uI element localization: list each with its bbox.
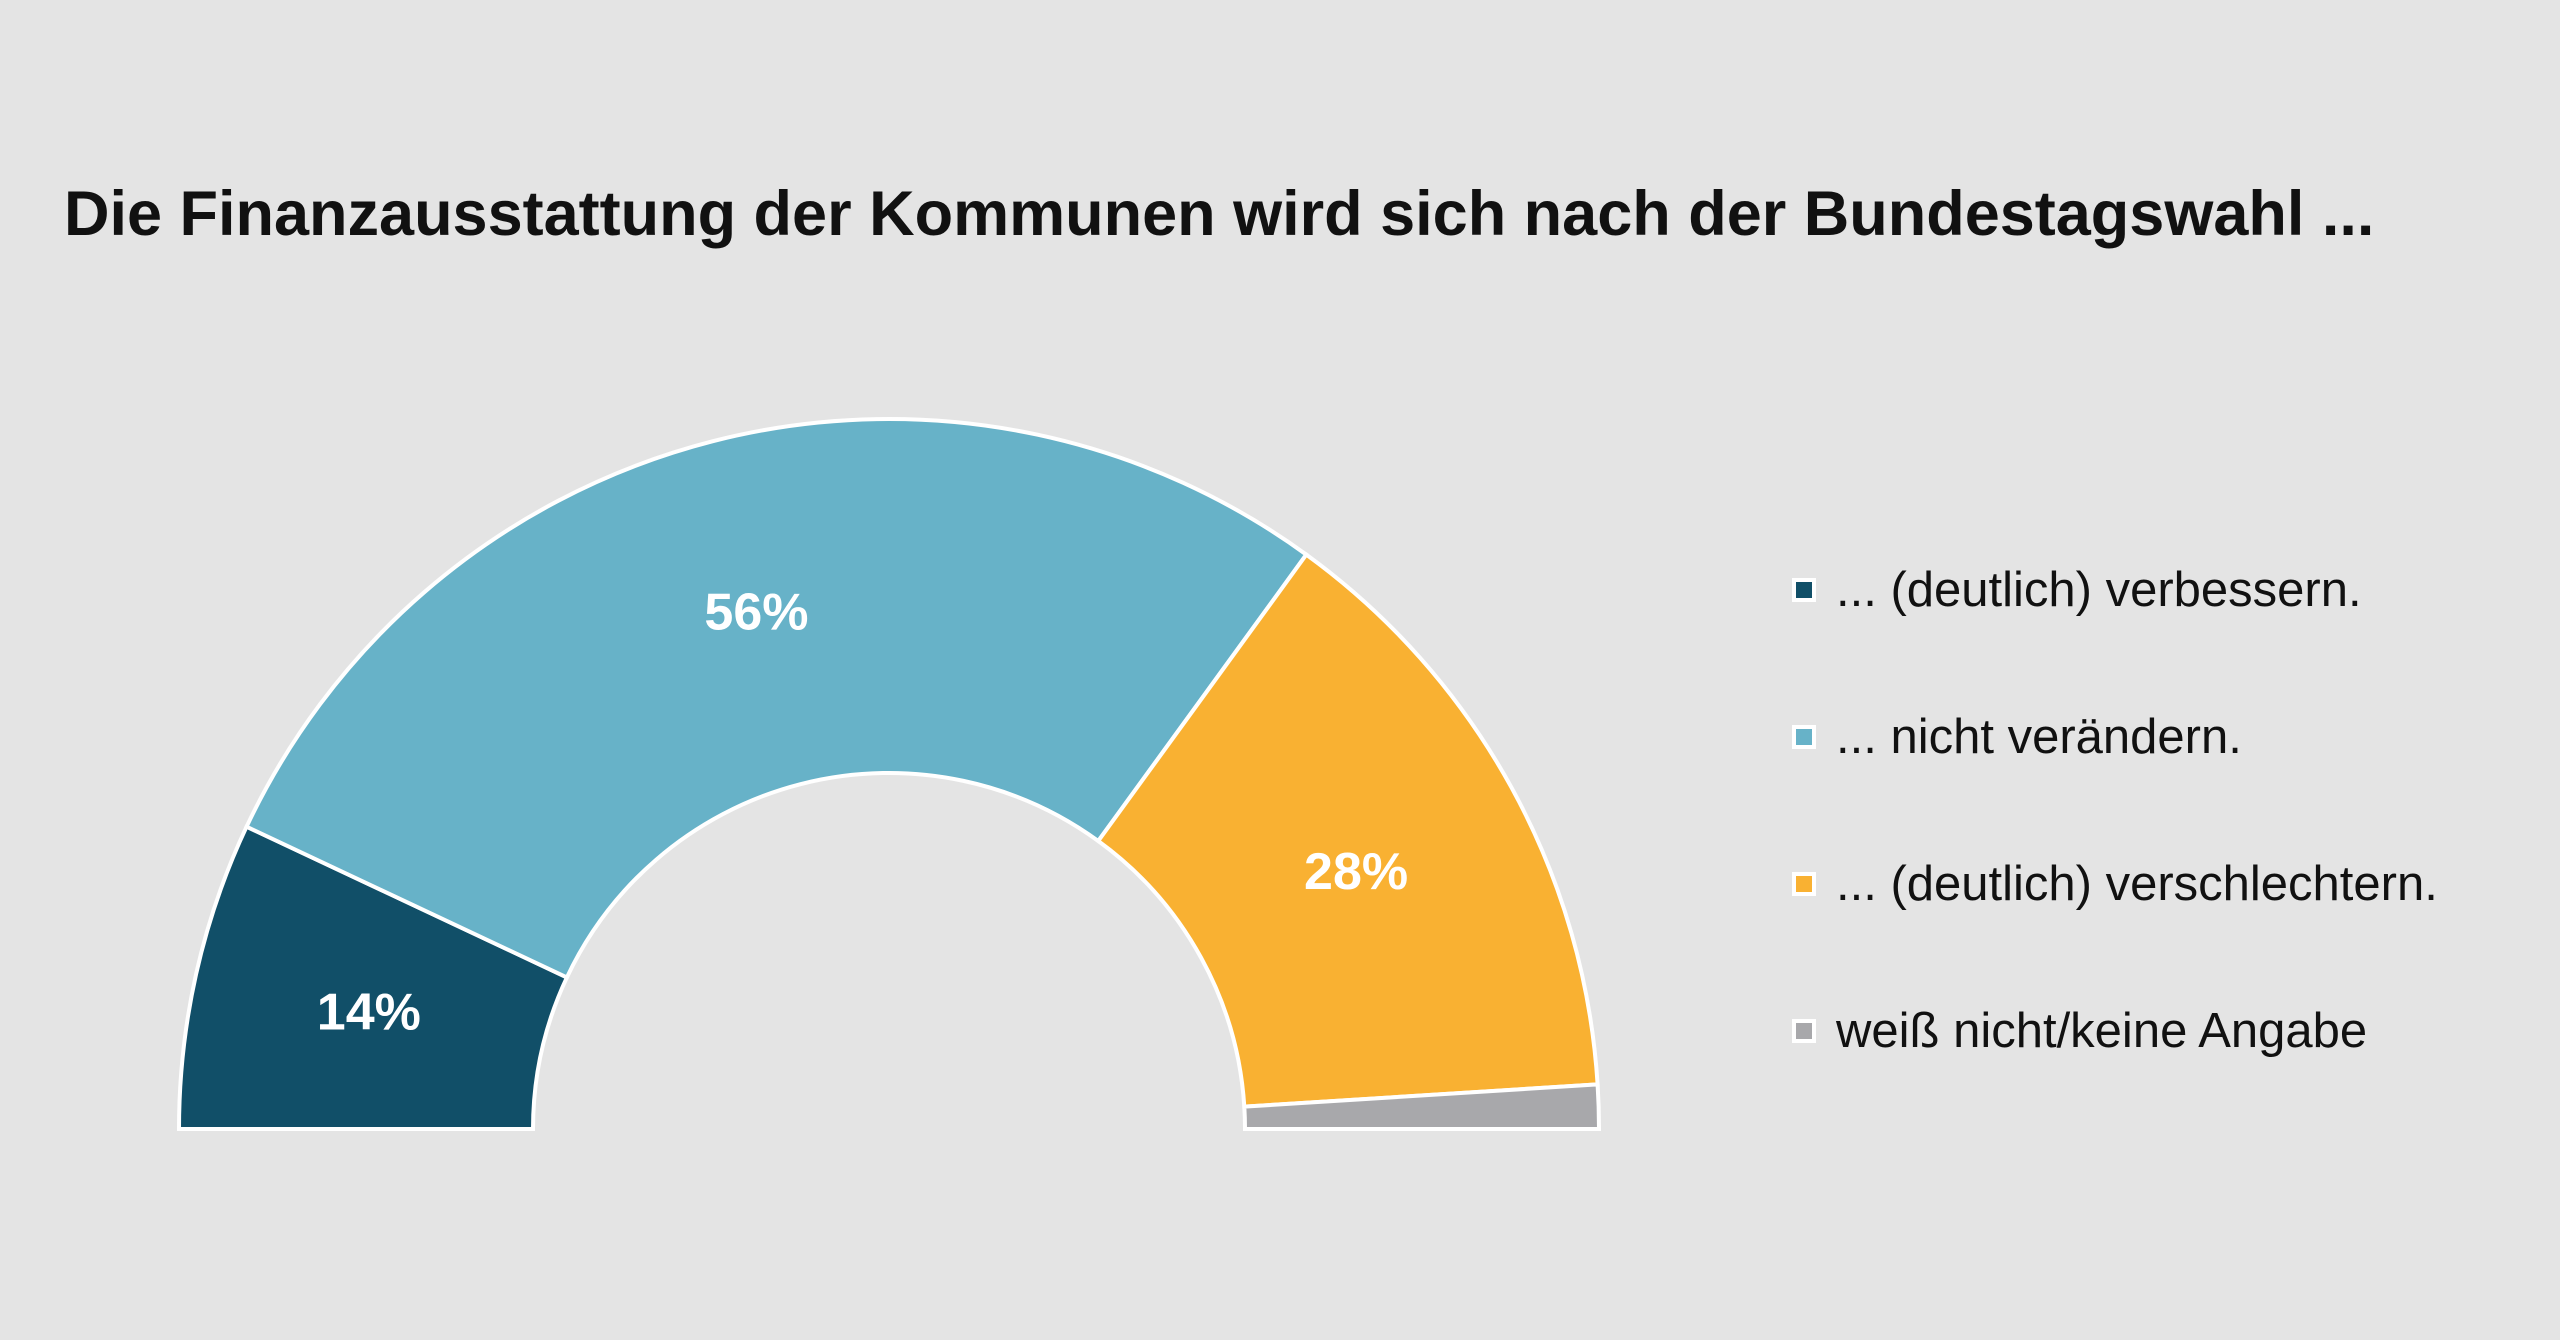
chart-slices xyxy=(176,417,1602,1131)
legend-swatch xyxy=(1792,1019,1816,1043)
chart-slice-labels: 14% 56% 28% xyxy=(317,584,1408,1042)
legend-swatch xyxy=(1792,872,1816,896)
chart-slice[interactable] xyxy=(176,824,570,1131)
chart-title: Die Finanzausstattung der Kommunen wird … xyxy=(64,179,2375,249)
legend-label: weiß nicht/keine Angabe xyxy=(1836,1004,2368,1058)
legend-label: ... nicht verändern. xyxy=(1836,710,2242,764)
legend-label: ... (deutlich) verbessern. xyxy=(1836,563,2362,617)
chart-slice[interactable] xyxy=(243,417,1310,981)
legend-swatch xyxy=(1792,725,1816,749)
legend-label: ... (deutlich) verschlechtern. xyxy=(1836,857,2438,911)
chart-slice[interactable] xyxy=(1095,551,1600,1109)
slice-value-label: 28% xyxy=(1304,843,1408,901)
chart-slice[interactable] xyxy=(1242,1082,1602,1131)
slice-value-label: 56% xyxy=(704,584,808,642)
slice-value-label: 14% xyxy=(317,984,421,1042)
legend-swatch xyxy=(1792,578,1816,602)
